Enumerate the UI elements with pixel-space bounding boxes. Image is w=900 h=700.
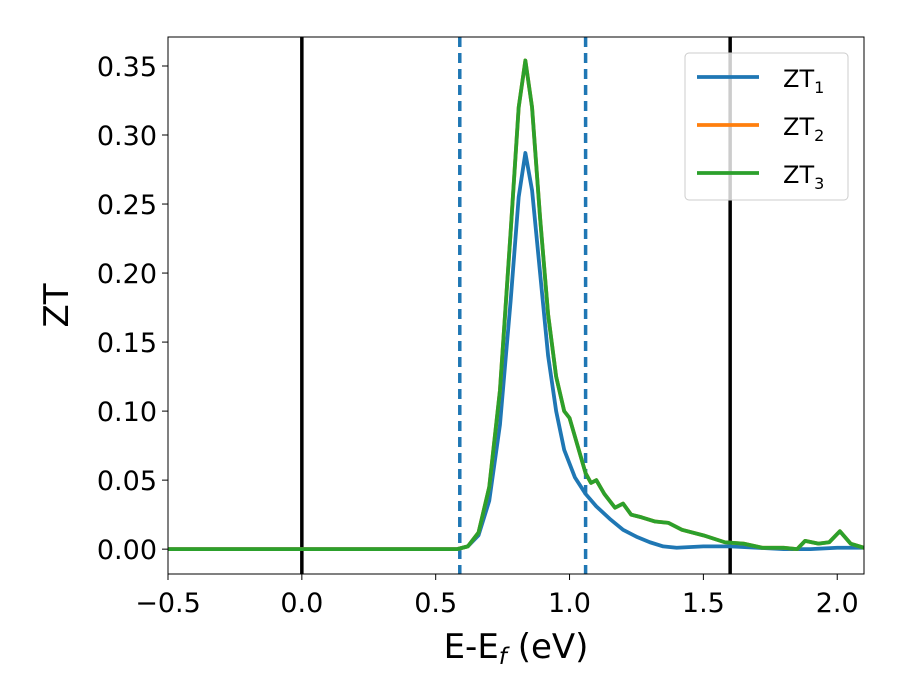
series-line-zt3 (168, 58, 864, 552)
y-tick-label: 0.05 (97, 466, 157, 497)
y-tick-label: 0.35 (97, 52, 157, 83)
legend: ZT1 ZT2 ZT3 (684, 52, 849, 201)
y-tick-label: 0.10 (97, 397, 157, 428)
legend-label-zt3: ZT3 (783, 161, 824, 193)
legend-box (684, 52, 849, 201)
x-tick-label: 2.0 (816, 588, 859, 619)
y-tick-label: 0.20 (97, 259, 157, 290)
legend-label-zt1: ZT1 (783, 65, 824, 97)
legend-label-zt2: ZT2 (783, 113, 824, 145)
x-axis-label-main: E-E (444, 627, 499, 667)
y-tick-label: 0.25 (97, 190, 157, 221)
y-tick-label: 0.00 (97, 535, 157, 566)
y-tick-label: 0.30 (97, 121, 157, 152)
x-axis: −0.5 0.0 0.5 1.0 1.5 2.0 (135, 574, 859, 619)
y-axis: 0.00 0.05 0.10 0.15 0.20 0.25 0.30 0.35 (97, 52, 168, 566)
x-tick-label: 0.5 (414, 588, 457, 619)
plot-frame (167, 36, 865, 575)
y-tick-label: 0.15 (97, 328, 157, 359)
x-tick-label: 1.0 (548, 588, 591, 619)
y-axis-label: ZT (37, 283, 77, 327)
x-tick-label: 1.5 (682, 588, 725, 619)
x-tick-label: −0.5 (135, 588, 201, 619)
x-axis-label: E-Ef (eV) (444, 627, 589, 670)
x-axis-label-sub: f (499, 644, 510, 670)
x-axis-label-tail: (eV) (507, 627, 589, 667)
x-tick-label: 0.0 (280, 588, 323, 619)
plot-area (168, 37, 864, 574)
